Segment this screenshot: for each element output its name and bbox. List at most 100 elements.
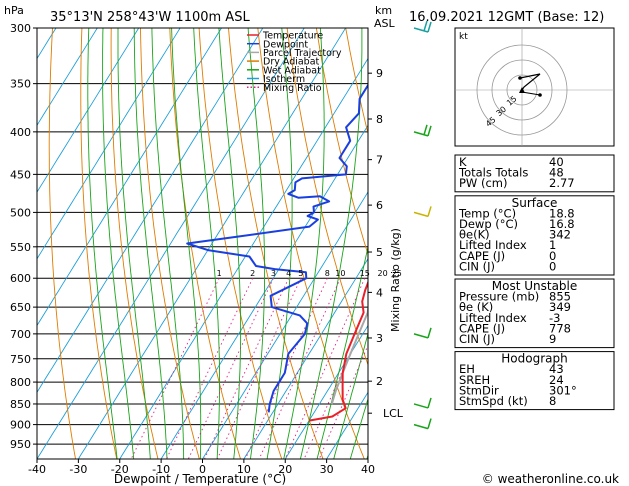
mixing-ratio-line: [187, 278, 274, 459]
pressure-tick-label: 900: [10, 419, 31, 432]
dewpoint-profile: [186, 83, 368, 413]
hodograph-frame: [454, 27, 615, 147]
legend-label: Wet Adiabat: [263, 65, 321, 76]
dry-adiabat-line: [140, 28, 200, 459]
index-block-title: Surface: [512, 196, 558, 210]
index-label: CAPE (J): [459, 321, 505, 335]
index-value: 24: [549, 373, 564, 387]
temperature-tick-label: -10: [152, 463, 170, 476]
index-label: Pressure (mb): [459, 290, 539, 304]
wet-adiabat-line: [133, 28, 168, 459]
index-value: 40: [549, 155, 564, 169]
index-label: SREH: [459, 373, 490, 387]
index-table: K 40 Totals Totals 48 PW (cm) 2.77 SurfaceTemp…: [454, 154, 615, 411]
index-block-most-unstable: [454, 278, 615, 349]
mixing-ratio-label: 20: [378, 269, 388, 278]
wind-barb: [413, 418, 432, 430]
index-label: Temp (°C): [458, 206, 516, 220]
mixing-ratio-label: 4: [286, 269, 291, 278]
storm-motion-point: [538, 93, 542, 97]
km-axis-label: km ASL: [374, 4, 396, 30]
pressure-tick-label: 700: [10, 328, 31, 341]
wet-adiabat-line: [171, 28, 202, 459]
pressure-tick-label: 500: [10, 206, 31, 219]
index-value: 48: [549, 166, 564, 180]
legend-label: Dry Adiabat: [263, 57, 320, 68]
index-block-hodograph: [454, 351, 615, 411]
mixing-ratio-label: 3: [271, 269, 276, 278]
storm-motion-marker: [519, 87, 525, 93]
height-tick-label: LCL: [383, 407, 404, 420]
height-tick-label: 2: [376, 375, 383, 388]
pressure-tick-label: 850: [10, 398, 31, 411]
pressure-tick-label: 350: [10, 78, 31, 91]
isotherm-line: [326, 391, 368, 459]
mixing-ratio-line: [284, 278, 366, 459]
temperature-tick-label: 30: [320, 463, 334, 476]
wind-barb: [413, 20, 432, 33]
temperature-profile: [308, 280, 368, 422]
temperature-tick-label: 20: [278, 463, 292, 476]
legend-label: Isotherm: [263, 74, 305, 85]
barb-flag: [427, 418, 432, 429]
pressure-tick-label: 300: [10, 22, 31, 35]
index-label: CIN (J): [459, 332, 495, 346]
dry-adiabat-line: [110, 28, 159, 459]
isotherm-line: [78, 28, 346, 459]
diagram-axes: 1 2 3 4 5 8 10 15 20 2530035040045050055060065070…: [10, 22, 404, 476]
pressure-tick-label: 950: [10, 438, 31, 451]
index-label: Lifted Index: [459, 238, 527, 252]
barb-flag: [427, 397, 432, 409]
barb-staff: [413, 423, 429, 430]
wet-adiabat-line: [102, 28, 135, 459]
barb-flag: [423, 124, 428, 136]
height-tick-label: 4: [376, 286, 383, 299]
height-tick-label: 5: [376, 246, 383, 259]
barb-flag: [427, 125, 432, 137]
barb-staff: [413, 131, 429, 137]
wind-barbs: [413, 20, 432, 430]
index-label: PW (cm): [459, 176, 507, 190]
mixing-ratio-line: [216, 278, 302, 459]
dry-adiabat-line: [198, 28, 283, 459]
isotherm-line: [243, 257, 368, 459]
pressure-tick-label: 600: [10, 272, 31, 285]
dry-adiabat-line: [286, 28, 368, 367]
copyright-label: © weatheronline.co.uk: [482, 472, 619, 486]
barb-staff: [413, 333, 429, 339]
barb-flag: [427, 206, 432, 217]
wet-adiabat-line: [218, 28, 242, 459]
wet-adiabat-line: [151, 28, 185, 459]
height-tick-label: 7: [376, 154, 383, 167]
index-label: EH: [459, 362, 475, 376]
plot-area: [37, 28, 368, 459]
temperature-tick-label: 0: [199, 463, 206, 476]
wet-adiabat-line: [333, 332, 368, 459]
dry-adiabat-line: [228, 28, 324, 459]
isotherm-line: [119, 57, 368, 459]
x-axis-label: Dewpoint / Temperature (°C): [114, 472, 286, 486]
mixing-ratio-line: [204, 278, 290, 459]
station-label: 35°13'N 258°43'W 1100m ASL: [50, 10, 250, 25]
mixing-ratio-label: 5: [298, 269, 303, 278]
temperature-tick-label: 40: [361, 463, 375, 476]
wet-adiabat-line: [349, 397, 368, 459]
datetime-label: 16.09.2021 12GMT (Base: 12): [409, 10, 604, 25]
index-value: 43: [549, 362, 564, 376]
mixing-ratio-label: 15: [360, 269, 370, 278]
index-label: CAPE (J): [459, 249, 505, 263]
isotherm-line: [202, 191, 368, 459]
isotherm-line: [37, 28, 222, 327]
index-value: 349: [549, 300, 571, 314]
index-value: 9: [549, 332, 556, 346]
pressure-tick-label: 450: [10, 168, 31, 181]
mixing-ratio-axis-label: Mixing Ratio (g/kg): [389, 228, 402, 332]
barb-flag: [423, 20, 428, 32]
isotherm-line: [160, 124, 368, 459]
wind-barb: [413, 327, 432, 339]
mixing-ratio-label: 10: [335, 269, 345, 278]
index-value: 778: [549, 321, 571, 335]
index-value: 18.8: [549, 206, 575, 220]
isotherm-line: [284, 324, 368, 459]
